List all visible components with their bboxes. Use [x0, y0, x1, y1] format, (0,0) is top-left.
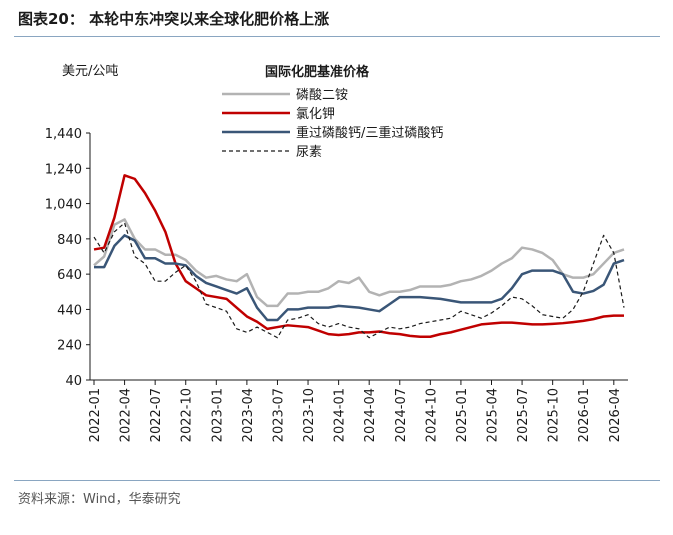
- y-tick-label: 40: [65, 374, 82, 389]
- legend-label-3: 尿素: [296, 145, 322, 160]
- bottom-divider: [14, 480, 660, 481]
- y-tick-label: 1,440: [45, 127, 82, 142]
- x-tick-label: 2024-04: [363, 388, 378, 442]
- series-line-2: [94, 234, 625, 322]
- x-tick-label: 2026-01: [577, 388, 592, 442]
- series-layer: [93, 174, 625, 339]
- series-line-0: [93, 218, 625, 308]
- x-tick-label: 2023-10: [302, 388, 317, 442]
- legend-label-0: 磷酸二铵: [296, 88, 348, 103]
- x-tick-label: 2023-07: [271, 388, 286, 442]
- top-divider: [14, 36, 660, 37]
- y-tick-label: 240: [57, 339, 82, 354]
- x-tick-label: 2024-01: [333, 388, 348, 442]
- y-tick-label: 1,040: [45, 198, 82, 213]
- y-tick-label: 1,240: [45, 162, 82, 177]
- x-tick-label: 2023-01: [210, 388, 225, 442]
- legend-title: 国际化肥基准价格: [265, 64, 370, 80]
- y-tick-label: 440: [57, 303, 82, 318]
- series-line-1: [93, 174, 624, 339]
- legend-label-1: 氯化钾: [296, 107, 335, 122]
- x-tick-label: 2025-07: [516, 388, 531, 442]
- axes: 40 240 440 640 840 1,040 1,240 1,440 2022-01 2022…: [45, 127, 628, 442]
- y-axis-label: 美元/公吨: [62, 64, 118, 79]
- x-tick-label: 2026-04: [608, 388, 623, 442]
- series-line-3: [93, 222, 625, 339]
- x-tick-label: 2025-10: [547, 388, 562, 442]
- x-tick-label: 2022-01: [88, 388, 103, 442]
- x-tick-label: 2025-04: [486, 388, 501, 442]
- figure-title-text: 本轮中东冲突以来全球化肥价格上涨: [89, 10, 330, 28]
- x-tick-label: 2022-07: [149, 388, 164, 442]
- x-tick-label: 2022-04: [119, 388, 134, 442]
- y-tick-label: 640: [57, 268, 82, 283]
- x-tick-label: 2024-10: [424, 388, 439, 442]
- x-tick-label: 2022-10: [180, 388, 195, 442]
- x-tick-label: 2025-01: [455, 388, 470, 442]
- x-tick-label: 2024-07: [394, 388, 409, 442]
- legend-label-2: 重过磷酸钙/三重过磷酸钙: [296, 125, 443, 141]
- figure-title: 图表20： 本轮中东冲突以来全球化肥价格上涨: [18, 8, 329, 29]
- source-note: 资料来源：Wind，华泰研究: [18, 492, 181, 507]
- y-tick-label: 840: [57, 233, 82, 248]
- x-tick-label: 2023-04: [241, 388, 256, 442]
- figure-label: 图表20：: [18, 10, 84, 28]
